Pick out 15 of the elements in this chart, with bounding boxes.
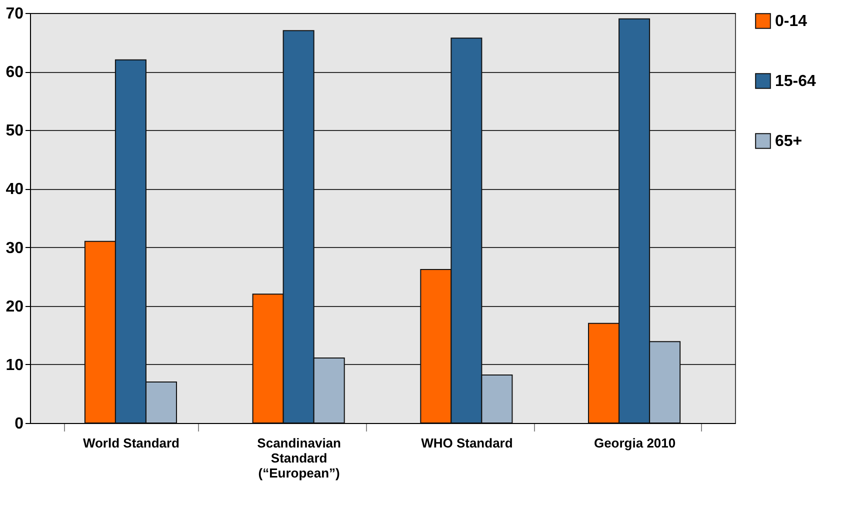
y-tick-label: 10 xyxy=(6,356,24,374)
y-tick-label: 20 xyxy=(6,298,24,316)
legend-label: 15-64 xyxy=(775,73,816,90)
x-tick-label: World Standard xyxy=(82,436,180,450)
y-tick-label: 70 xyxy=(6,6,24,22)
x-tick-label: Georgia 2010 xyxy=(594,436,676,450)
legend-label: 65+ xyxy=(775,133,802,150)
x-tick-label: WHO Standard xyxy=(421,436,513,450)
y-tick-label: 50 xyxy=(6,122,24,140)
x-tick-label: Scandinavian Standard (“European”) xyxy=(257,436,342,480)
y-tick-label: 40 xyxy=(6,181,24,198)
y-tick-label: 30 xyxy=(6,240,24,257)
y-tick-label: 60 xyxy=(6,64,24,82)
y-tick-label: 0 xyxy=(14,416,24,432)
legend-label: 0-14 xyxy=(775,13,808,30)
